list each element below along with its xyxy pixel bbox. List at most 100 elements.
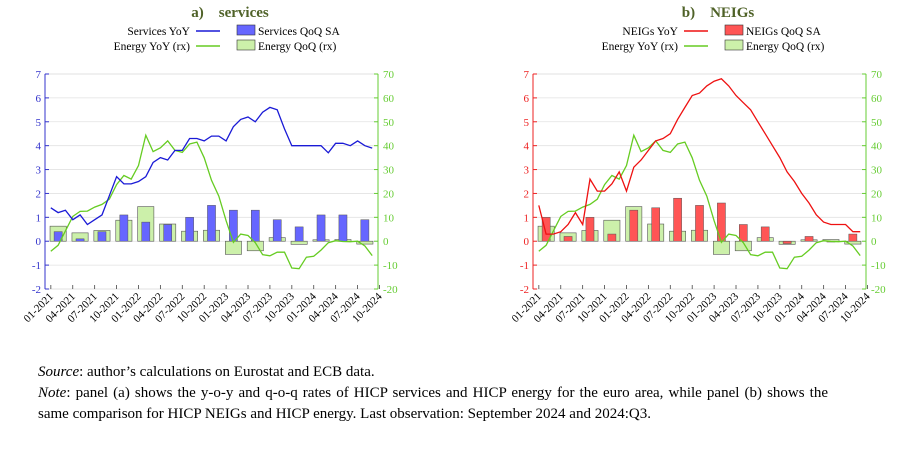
y-tick-label-right: 70 bbox=[871, 69, 883, 81]
legend-entry: Services YoY bbox=[127, 26, 220, 38]
y-tick-label-left: 0 bbox=[36, 236, 42, 248]
notes: Source: author’s calculations on Eurosta… bbox=[38, 362, 828, 425]
y-tick-label-left: 4 bbox=[524, 141, 530, 153]
legend-label: Energy YoY (rx) bbox=[114, 41, 191, 53]
legend-label: NEIGs YoY bbox=[622, 26, 678, 38]
legend-label: Energy QoQ (rx) bbox=[746, 41, 825, 53]
legend-entry: Services QoQ SA bbox=[236, 24, 340, 38]
bar-qoq bbox=[207, 205, 216, 242]
bar-qoq bbox=[141, 221, 151, 242]
y-axis-right: -20 -10 0 10 20 30 40 50 60 70 bbox=[374, 69, 398, 296]
y-tick-label-right: 50 bbox=[871, 117, 883, 129]
y-tick-label-left: -1 bbox=[520, 260, 529, 272]
legend: NEIGs YoY NEIGs QoQ SA Energy YoY (rx) Ener… bbox=[602, 24, 825, 53]
y-axis-left: -2 -1 0 1 2 3 4 5 6 7 bbox=[520, 69, 537, 296]
y-tick-label-right: 10 bbox=[871, 212, 883, 224]
legend-entry: Energy QoQ (rx) bbox=[724, 39, 825, 53]
y-tick-label-left: 1 bbox=[524, 212, 530, 224]
note-label: Note bbox=[38, 385, 67, 401]
bar-qoq bbox=[695, 205, 704, 242]
bar-qoq bbox=[563, 236, 573, 242]
y-tick-label-right: 50 bbox=[383, 117, 395, 129]
y-tick-label-left: 7 bbox=[524, 69, 530, 81]
legend-label: Energy QoQ (rx) bbox=[258, 41, 337, 53]
y-tick-label-right: 30 bbox=[383, 165, 395, 177]
legend-label: Energy YoY (rx) bbox=[602, 41, 679, 53]
y-tick-label-right: 10 bbox=[383, 212, 395, 224]
y-tick-label-right: -20 bbox=[871, 284, 886, 296]
y-tick-label-right: 40 bbox=[383, 141, 395, 153]
legend-entry: NEIGs QoQ SA bbox=[724, 24, 821, 38]
y-tick-label-left: -2 bbox=[520, 284, 529, 296]
bar-energy-qoq bbox=[290, 240, 308, 245]
legend-entry: Energy QoQ (rx) bbox=[236, 39, 337, 53]
legend-label: NEIGs QoQ SA bbox=[746, 26, 821, 38]
bar-qoq bbox=[848, 233, 858, 242]
legend-bar-swatch bbox=[236, 39, 256, 51]
bar-qoq bbox=[316, 214, 326, 242]
bar-qoq bbox=[119, 214, 129, 242]
figure: a) services Services YoY Services QoQ SA En… bbox=[22, 5, 887, 325]
y-tick-label-left: 2 bbox=[36, 188, 42, 200]
chart-title: b) NEIGs bbox=[682, 5, 755, 21]
left-qoq-bars bbox=[541, 197, 858, 244]
y-tick-label-right: 0 bbox=[383, 236, 389, 248]
y-axis-right: -20 -10 0 10 20 30 40 50 60 70 bbox=[862, 69, 886, 296]
y-tick-label-left: 6 bbox=[36, 93, 42, 105]
bar-qoq bbox=[163, 224, 172, 242]
y-tick-label-left: 1 bbox=[36, 212, 42, 224]
legend-entry: Energy YoY (rx) bbox=[114, 41, 220, 53]
y-axis-left: -2 -1 0 1 2 3 4 5 6 7 bbox=[32, 69, 49, 296]
bar-qoq bbox=[251, 209, 260, 242]
legend-label: Services YoY bbox=[127, 26, 190, 38]
chart-panel-b: b) NEIGs NEIGs YoY NEIGs QoQ SA Energy YoY … bbox=[510, 5, 887, 325]
legend-bar-swatch bbox=[724, 24, 744, 36]
y-tick-label-right: 20 bbox=[383, 188, 395, 200]
x-axis: 01-202104-202107-202110-202101-202204-20… bbox=[510, 285, 873, 325]
bar-qoq bbox=[760, 226, 770, 242]
bar-qoq bbox=[75, 238, 85, 242]
legend-bar-swatch bbox=[236, 24, 256, 36]
bar-qoq bbox=[97, 231, 107, 242]
line-energy-yoy bbox=[50, 133, 373, 270]
y-tick-label-right: -20 bbox=[383, 284, 398, 296]
bar-qoq bbox=[782, 240, 792, 244]
y-tick-label-left: 6 bbox=[524, 93, 530, 105]
bar-qoq bbox=[673, 197, 682, 242]
source-note: Source: author’s calculations on Eurosta… bbox=[38, 362, 828, 383]
bar-qoq bbox=[229, 209, 238, 242]
bar-qoq bbox=[585, 217, 595, 242]
chart-title: a) services bbox=[191, 5, 269, 21]
left-qoq-bars bbox=[53, 205, 370, 242]
bar-qoq bbox=[739, 224, 748, 242]
legend-entry: Energy YoY (rx) bbox=[602, 41, 708, 53]
y-tick-label-left: 3 bbox=[524, 165, 530, 177]
y-tick-label-left: 7 bbox=[36, 69, 42, 81]
y-tick-label-right: 70 bbox=[383, 69, 395, 81]
y-tick-label-left: -1 bbox=[32, 260, 41, 272]
y-tick-label-left: -2 bbox=[32, 284, 41, 296]
y-tick-label-left: 3 bbox=[36, 165, 42, 177]
line-energy-yoy bbox=[538, 133, 861, 270]
line-yoy bbox=[538, 78, 861, 235]
note-paragraph: Note: panel (a) shows the y-o-y and q-o-… bbox=[38, 383, 828, 425]
bar-qoq bbox=[651, 207, 660, 242]
bar-qoq bbox=[338, 214, 348, 242]
bar-qoq bbox=[360, 219, 370, 242]
y-tick-label-right: 0 bbox=[871, 236, 877, 248]
legend-bar-swatch bbox=[724, 39, 744, 51]
legend-entry: NEIGs YoY bbox=[622, 26, 708, 38]
bar-qoq bbox=[185, 217, 194, 242]
line-yoy bbox=[50, 106, 373, 226]
x-axis: 01-202104-202107-202110-202101-202204-20… bbox=[22, 285, 385, 325]
source-text: : author’s calculations on Eurostat and … bbox=[79, 364, 375, 380]
y-tick-label-right: 40 bbox=[871, 141, 883, 153]
legend: Services YoY Services QoQ SA Energy YoY (r… bbox=[114, 24, 340, 53]
y-tick-label-right: 60 bbox=[871, 93, 883, 105]
bar-qoq bbox=[541, 217, 551, 242]
y-tick-label-right: 30 bbox=[871, 165, 883, 177]
bar-qoq bbox=[272, 219, 282, 242]
legend-label: Services QoQ SA bbox=[258, 26, 340, 38]
